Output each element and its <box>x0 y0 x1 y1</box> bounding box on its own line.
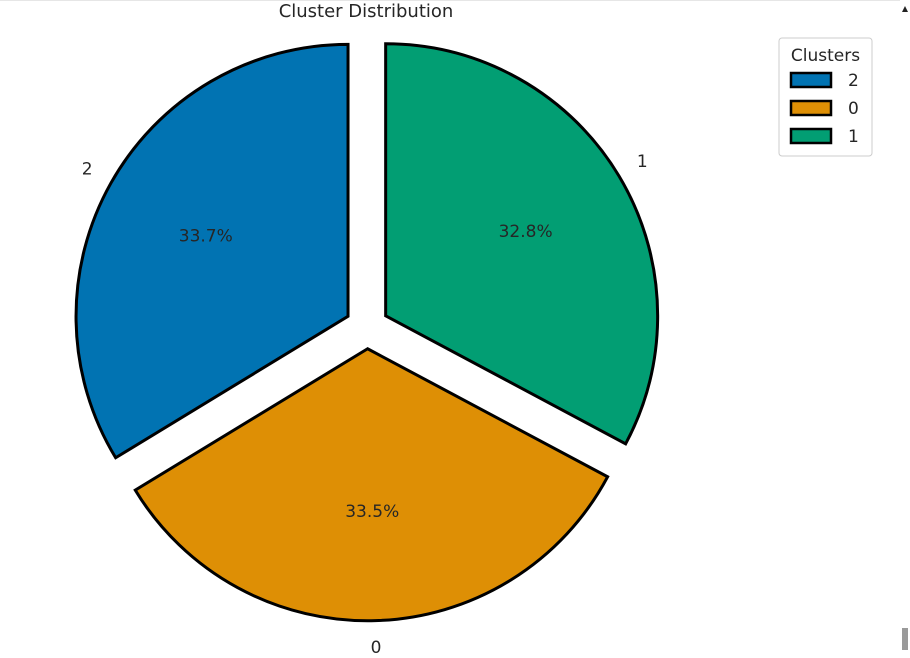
legend-title: Clusters <box>791 46 860 66</box>
scrollbar-thumb[interactable] <box>902 628 908 650</box>
pie-slice-2 <box>74 42 350 460</box>
legend-label-1: 1 <box>848 127 859 147</box>
pie-slice-0 <box>133 347 610 623</box>
legend-entries: 2 0 1 <box>789 71 859 147</box>
output-divider <box>0 0 900 1</box>
chart-title: Cluster Distribution <box>279 1 454 22</box>
legend-label-2: 2 <box>848 71 859 91</box>
slice-label-2: 2 <box>82 160 93 180</box>
slice-percent-1: 32.8% <box>499 222 553 242</box>
pie-percent-labels: 33.7% 33.5% 32.8% <box>179 222 553 522</box>
legend-frame <box>778 37 873 157</box>
slice-label-0: 0 <box>371 638 382 658</box>
scroll-up-arrow-icon[interactable] <box>902 6 908 12</box>
chart-legend: Clusters 2 0 1 <box>778 37 873 157</box>
legend-swatch-0 <box>789 99 833 117</box>
legend-swatch-2 <box>789 71 833 89</box>
slice-label-1: 1 <box>637 152 648 172</box>
vertical-scrollbar[interactable] <box>900 0 910 658</box>
legend-label-0: 0 <box>848 99 859 119</box>
slice-percent-2: 33.7% <box>179 226 233 246</box>
pie-slice-1 <box>384 42 660 446</box>
pie-slices <box>74 42 660 623</box>
pie-slice-labels: 2 0 1 <box>82 152 648 658</box>
legend-swatch-1 <box>789 127 833 145</box>
slice-percent-0: 33.5% <box>345 502 399 522</box>
